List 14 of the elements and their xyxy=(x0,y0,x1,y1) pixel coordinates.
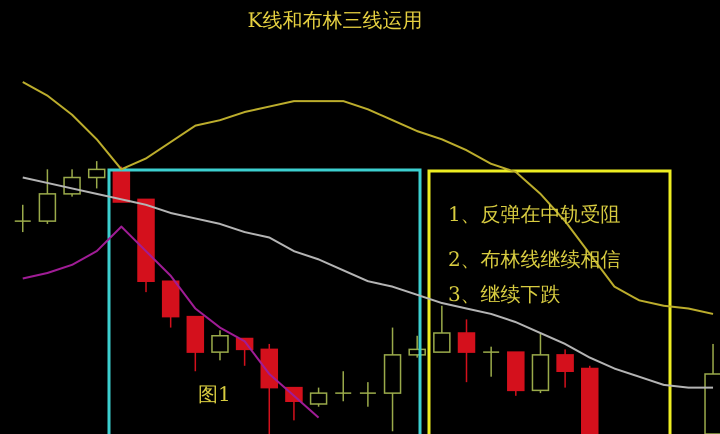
candlestick xyxy=(334,370,352,402)
candlestick xyxy=(310,386,328,408)
candlestick xyxy=(14,204,32,233)
candlestick xyxy=(88,160,106,190)
candlestick xyxy=(556,348,574,388)
annotation: 图1 xyxy=(198,382,231,406)
candlestick xyxy=(359,381,377,408)
annotation: 3、继续下跌 xyxy=(448,282,561,306)
candlestick xyxy=(433,305,451,353)
candlestick xyxy=(458,318,476,383)
annotation: 1、反弹在中轨受阻 xyxy=(448,202,621,226)
candlestick xyxy=(211,330,229,362)
chart-title: K线和布林三线运用 xyxy=(248,8,422,32)
candlestick xyxy=(482,346,500,378)
